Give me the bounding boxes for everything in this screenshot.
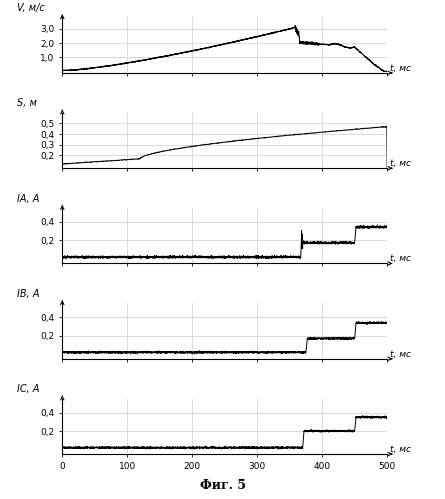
Text: t, мс: t, мс: [390, 254, 411, 263]
Text: IА, А: IА, А: [17, 194, 39, 204]
Text: V, м/с: V, м/с: [17, 3, 44, 13]
Text: t, мс: t, мс: [390, 64, 411, 73]
Text: S, м: S, м: [17, 98, 36, 108]
Text: IС, А: IС, А: [17, 384, 39, 394]
Text: Фиг. 5: Фиг. 5: [199, 479, 246, 492]
Text: IВ, А: IВ, А: [17, 289, 39, 299]
Text: t, мс: t, мс: [390, 350, 411, 359]
Text: t, мс: t, мс: [390, 445, 411, 454]
Text: t, мс: t, мс: [390, 159, 411, 168]
